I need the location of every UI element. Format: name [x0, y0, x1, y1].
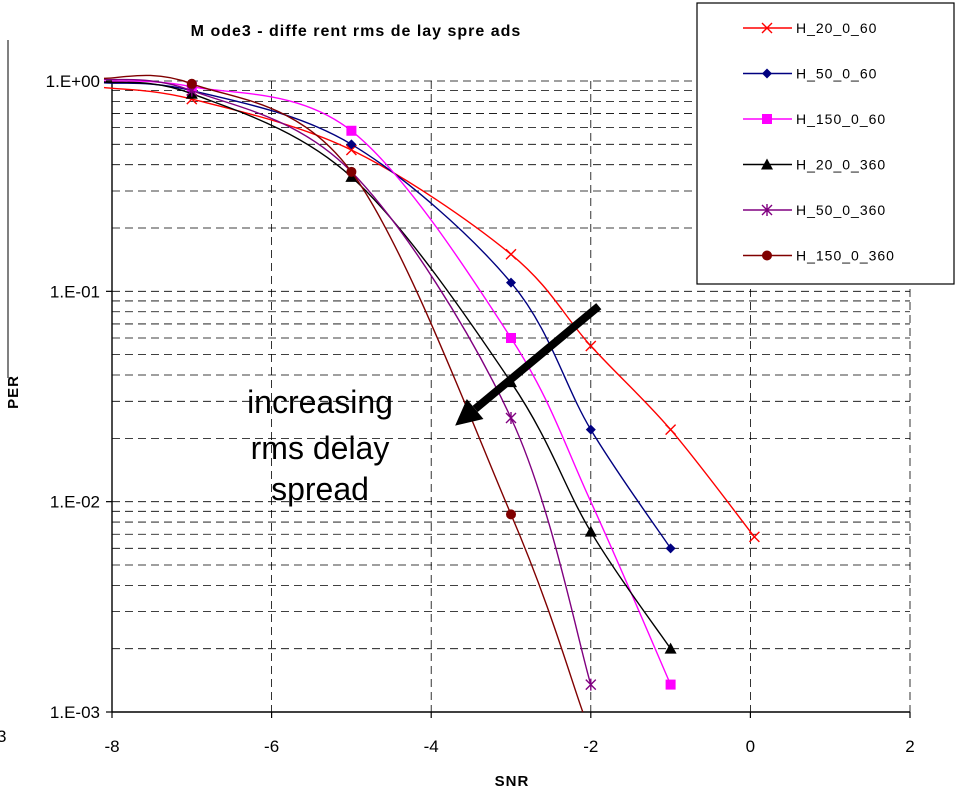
marker-triangle: [761, 158, 773, 170]
annotation-line: rms delay: [251, 430, 390, 466]
y-tick-label: 1.E+00: [46, 72, 100, 91]
marker-star: [585, 678, 597, 691]
series-line: [103, 86, 755, 538]
marker-diamond: [665, 543, 676, 554]
x-tick-label: -6: [264, 737, 279, 756]
y-axis-title: PER: [5, 375, 22, 409]
tick-labels: -8 -6 -4 -2 0 2 1.E+00 1.E-01 1.E-02 1.E-03: [46, 72, 915, 756]
marker-diamond: [506, 277, 516, 288]
marker-circle: [506, 509, 516, 520]
annotation-line: spread: [271, 471, 369, 507]
marker-square: [665, 679, 676, 690]
legend-item: H_150_0_60: [743, 111, 886, 127]
marker-diamond: [762, 68, 772, 79]
marker-x: [585, 340, 597, 352]
x-tick-label: 0: [746, 737, 755, 756]
marker-star: [761, 204, 773, 216]
legend-label: H_50_0_360: [796, 202, 886, 218]
chart-title: M ode3 - diffe rent rms de lay spre ads: [191, 23, 522, 40]
legend-label: H_20_0_60: [796, 20, 877, 36]
y-tick-label: 1.E-01: [50, 282, 100, 301]
marker-square: [506, 332, 516, 343]
x-axis-title: SNR: [495, 773, 530, 789]
marker-x: [761, 22, 773, 34]
marker-circle: [762, 250, 772, 261]
marker-circle: [346, 166, 357, 177]
legend-label: H_50_0_60: [796, 66, 877, 82]
series-layer: [103, 74, 760, 713]
series-H_150_0_360: [103, 74, 584, 713]
marker-square: [762, 114, 772, 124]
series-line: [103, 80, 672, 685]
legend-label: H_20_0_360: [796, 157, 886, 173]
series-H_20_0_60: [103, 86, 760, 543]
marker-x: [665, 424, 677, 436]
marker-circle: [186, 78, 197, 89]
legend-item: H_150_0_360: [743, 248, 895, 264]
x-tick-label: -2: [583, 737, 598, 756]
axes: [7, 40, 910, 713]
series-H_50_0_360: [103, 78, 597, 691]
x-tick-label: -4: [424, 737, 439, 756]
x-tick-label: 2: [905, 737, 914, 756]
legend-item: H_20_0_60: [743, 20, 877, 36]
marker-x: [748, 531, 760, 543]
arrow-shaft: [472, 303, 602, 413]
marker-star: [505, 411, 517, 424]
legend-item: H_50_0_360: [743, 202, 886, 218]
arrow-head: [455, 398, 484, 426]
legend-box: [696, 2, 955, 285]
marker-x: [505, 248, 517, 260]
legend: H_20_0_60 H_50_0_60 H_150_0_60 H_20_0_360 H_…: [696, 2, 955, 285]
legend-item: H_20_0_360: [743, 157, 886, 173]
y-tick-label: 1.E-02: [50, 493, 100, 512]
annotation-line: increasing: [247, 384, 393, 420]
legend-label: H_150_0_360: [796, 248, 895, 264]
legend-item: H_50_0_60: [743, 66, 877, 82]
marker-diamond: [585, 424, 596, 435]
y-tick-label: 1.E-03: [50, 703, 100, 722]
marker-triangle: [664, 642, 677, 654]
stray-label: 3: [0, 727, 6, 746]
series-line: [103, 81, 672, 650]
annotation: increasing rms delay spread: [247, 303, 602, 507]
marker-square: [346, 125, 357, 136]
x-tick-label: -8: [104, 737, 119, 756]
legend-label: H_150_0_60: [796, 111, 886, 127]
marker-triangle: [584, 525, 597, 537]
marker-diamond: [346, 139, 357, 150]
